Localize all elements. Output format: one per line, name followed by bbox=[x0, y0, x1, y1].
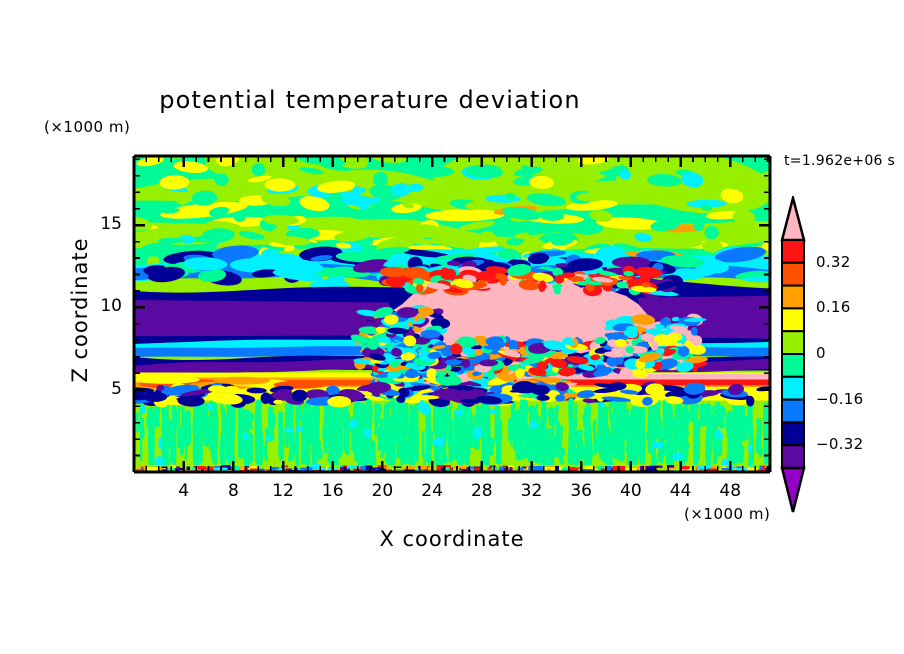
x-axis-title: X coordinate bbox=[379, 527, 525, 551]
x-tick-label: 40 bbox=[620, 481, 642, 501]
y-tick-label: 15 bbox=[100, 214, 122, 235]
colorbar-tick-label: 0 bbox=[816, 344, 826, 362]
y-tick-label: 10 bbox=[100, 296, 122, 317]
x-tick-label: 12 bbox=[272, 481, 294, 501]
x-tick-label: 8 bbox=[227, 481, 239, 501]
y-axis-units-label: (×1000 m) bbox=[44, 118, 131, 136]
contour-field bbox=[134, 156, 770, 472]
colorbar-over-arrow bbox=[780, 196, 806, 242]
x-tick-label: 48 bbox=[719, 481, 742, 501]
page-title: potential temperature deviation bbox=[159, 86, 581, 114]
colorbar-under-arrow bbox=[780, 466, 806, 513]
plot-frame-and-ticks bbox=[132, 154, 772, 474]
x-tick-label: 4 bbox=[178, 481, 190, 501]
x-tick-label: 32 bbox=[520, 481, 543, 501]
colorbar-tick-label: 0.32 bbox=[816, 252, 851, 271]
time-annotation: t=1.962e+06 s bbox=[784, 153, 896, 169]
colorbar-tick-label: 0.16 bbox=[816, 298, 851, 317]
colorbar-tick-label: −0.16 bbox=[816, 389, 864, 408]
x-tick-label: 36 bbox=[570, 481, 592, 501]
x-tick-label: 24 bbox=[421, 481, 443, 501]
colorbar-tick-label: −0.32 bbox=[816, 435, 864, 454]
x-tick-label: 28 bbox=[470, 481, 493, 501]
x-tick-label: 16 bbox=[321, 481, 344, 501]
colorbar bbox=[780, 196, 806, 513]
x-axis-units-label: (×1000 m) bbox=[684, 505, 771, 523]
y-tick-label: 5 bbox=[111, 378, 122, 399]
x-tick-label: 20 bbox=[371, 481, 394, 501]
x-tick-label: 44 bbox=[669, 481, 692, 501]
